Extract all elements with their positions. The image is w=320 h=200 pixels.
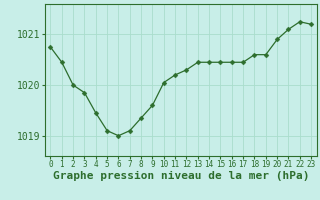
X-axis label: Graphe pression niveau de la mer (hPa): Graphe pression niveau de la mer (hPa): [52, 171, 309, 181]
